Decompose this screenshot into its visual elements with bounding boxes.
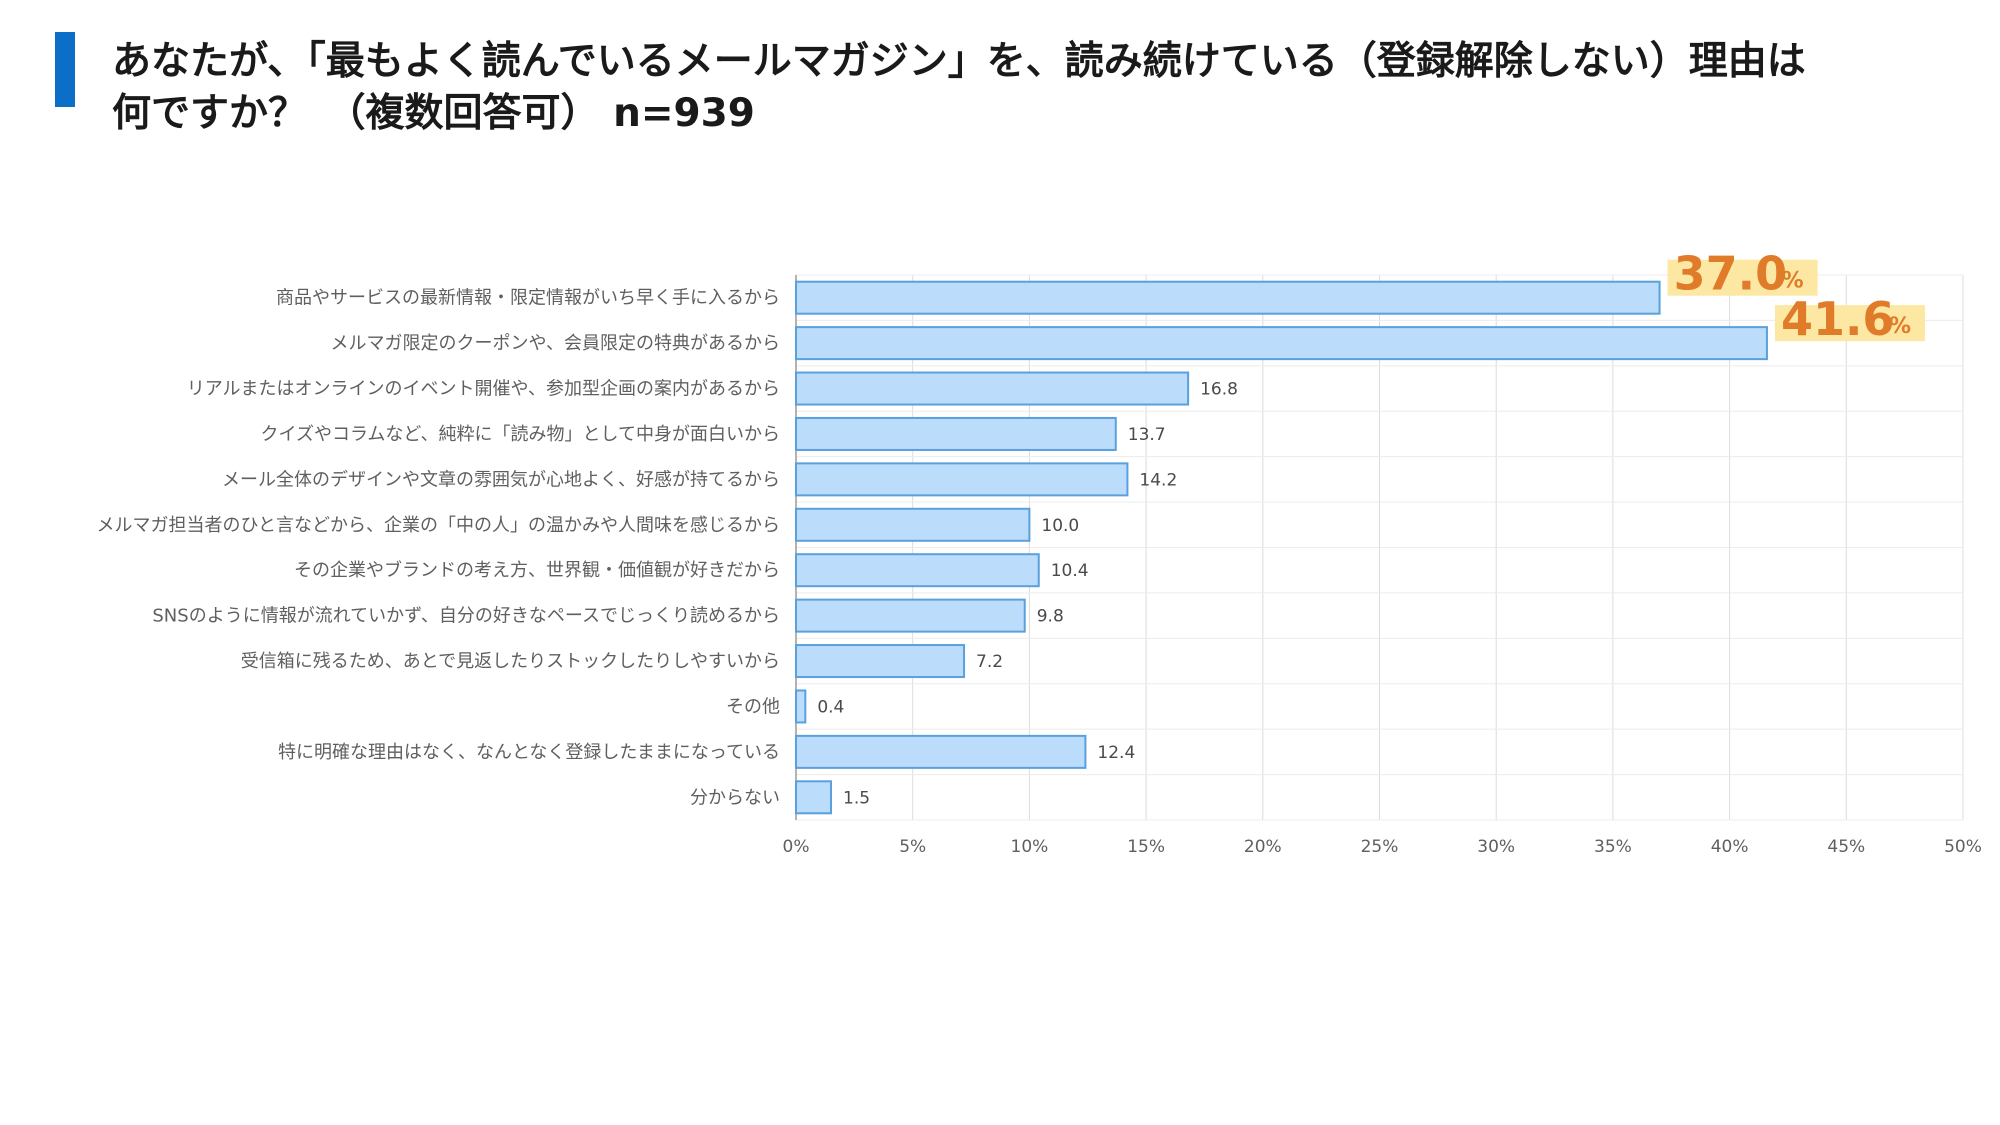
bar xyxy=(795,644,966,679)
data-label: 13.7 xyxy=(1128,425,1166,445)
bar xyxy=(795,553,1040,588)
bar xyxy=(795,326,1768,361)
data-label: 7.2 xyxy=(976,652,1003,672)
category-label: メルマガ限定のクーポンや、会員限定の特典があるから xyxy=(331,333,780,354)
bar xyxy=(795,598,1026,633)
category-label: 特に明確な理由はなく、なんとなく登録したままになっている xyxy=(278,742,780,763)
title-accent-bar xyxy=(55,32,75,107)
x-tick-label: 20% xyxy=(1244,837,1282,857)
highlight-background xyxy=(1774,305,1925,342)
data-label: 12.4 xyxy=(1097,743,1135,763)
category-label: メルマガ担当者のひと言などから、企業の「中の人」の温かみや人間味を感じるから xyxy=(97,515,780,536)
bar xyxy=(795,280,1661,315)
x-tick-label: 40% xyxy=(1711,837,1749,857)
highlight-background xyxy=(1667,259,1818,296)
data-label: 14.2 xyxy=(1139,470,1177,490)
data-label: 10.0 xyxy=(1041,516,1079,536)
x-tick-label: 45% xyxy=(1827,837,1865,857)
data-label: 9.8 xyxy=(1037,607,1064,627)
bar xyxy=(795,780,833,815)
page-title: あなたが、「最もよく読んでいるメールマガジン」を、読み続けている（登録解除しない… xyxy=(112,36,1972,140)
bar xyxy=(795,462,1129,497)
highlight-unit-label: % xyxy=(1782,269,1804,294)
page-title-line-1: あなたが、「最もよく読んでいるメールマガジン」を、読み続けている（登録解除しない… xyxy=(112,39,1806,84)
category-label: その他 xyxy=(726,696,780,717)
page-title-line-2: 何ですか？ （複数回答可） n=939 xyxy=(112,91,755,136)
bar xyxy=(795,371,1190,406)
category-label: SNSのように情報が流れていかず、自分の好きなペースでじっくり読めるから xyxy=(152,606,780,627)
category-label: 商品やサービスの最新情報・限定情報がいち早く手に入るから xyxy=(276,288,780,309)
category-label: メール全体のデザインや文章の雰囲気が心地よく、好感が持てるから xyxy=(222,469,780,490)
x-tick-label: 50% xyxy=(1944,837,1982,857)
x-tick-label: 5% xyxy=(899,837,926,857)
x-tick-label: 25% xyxy=(1361,837,1399,857)
bar xyxy=(795,507,1031,542)
x-tick-label: 15% xyxy=(1127,837,1165,857)
highlight-unit-label: % xyxy=(1889,314,1911,339)
highlight-value-label: 37.0 xyxy=(1674,247,1788,301)
x-tick-label: 0% xyxy=(783,837,810,857)
category-label: 分からない xyxy=(690,787,780,808)
category-label: クイズやコラムなど、純粋に「読み物」として中身が面白いから xyxy=(261,424,780,445)
x-tick-label: 35% xyxy=(1594,837,1632,857)
category-label: その企業やブランドの考え方、世界観・価値観が好きだから xyxy=(294,559,780,581)
data-label: 1.5 xyxy=(843,788,870,808)
highlight-value-label: 41.6 xyxy=(1781,292,1895,346)
data-label: 16.8 xyxy=(1200,380,1238,400)
bar xyxy=(795,689,807,724)
x-tick-label: 10% xyxy=(1011,837,1049,857)
bar xyxy=(795,416,1117,451)
bar xyxy=(795,734,1087,769)
category-label: 受信箱に残るため、あとで見返したりストックしたりしやすいから xyxy=(241,651,780,672)
category-label: リアルまたはオンラインのイベント開催や、参加型企画の案内があるから xyxy=(187,379,780,400)
data-label: 10.4 xyxy=(1051,561,1089,581)
x-tick-label: 30% xyxy=(1477,837,1515,857)
data-label: 0.4 xyxy=(817,697,844,717)
